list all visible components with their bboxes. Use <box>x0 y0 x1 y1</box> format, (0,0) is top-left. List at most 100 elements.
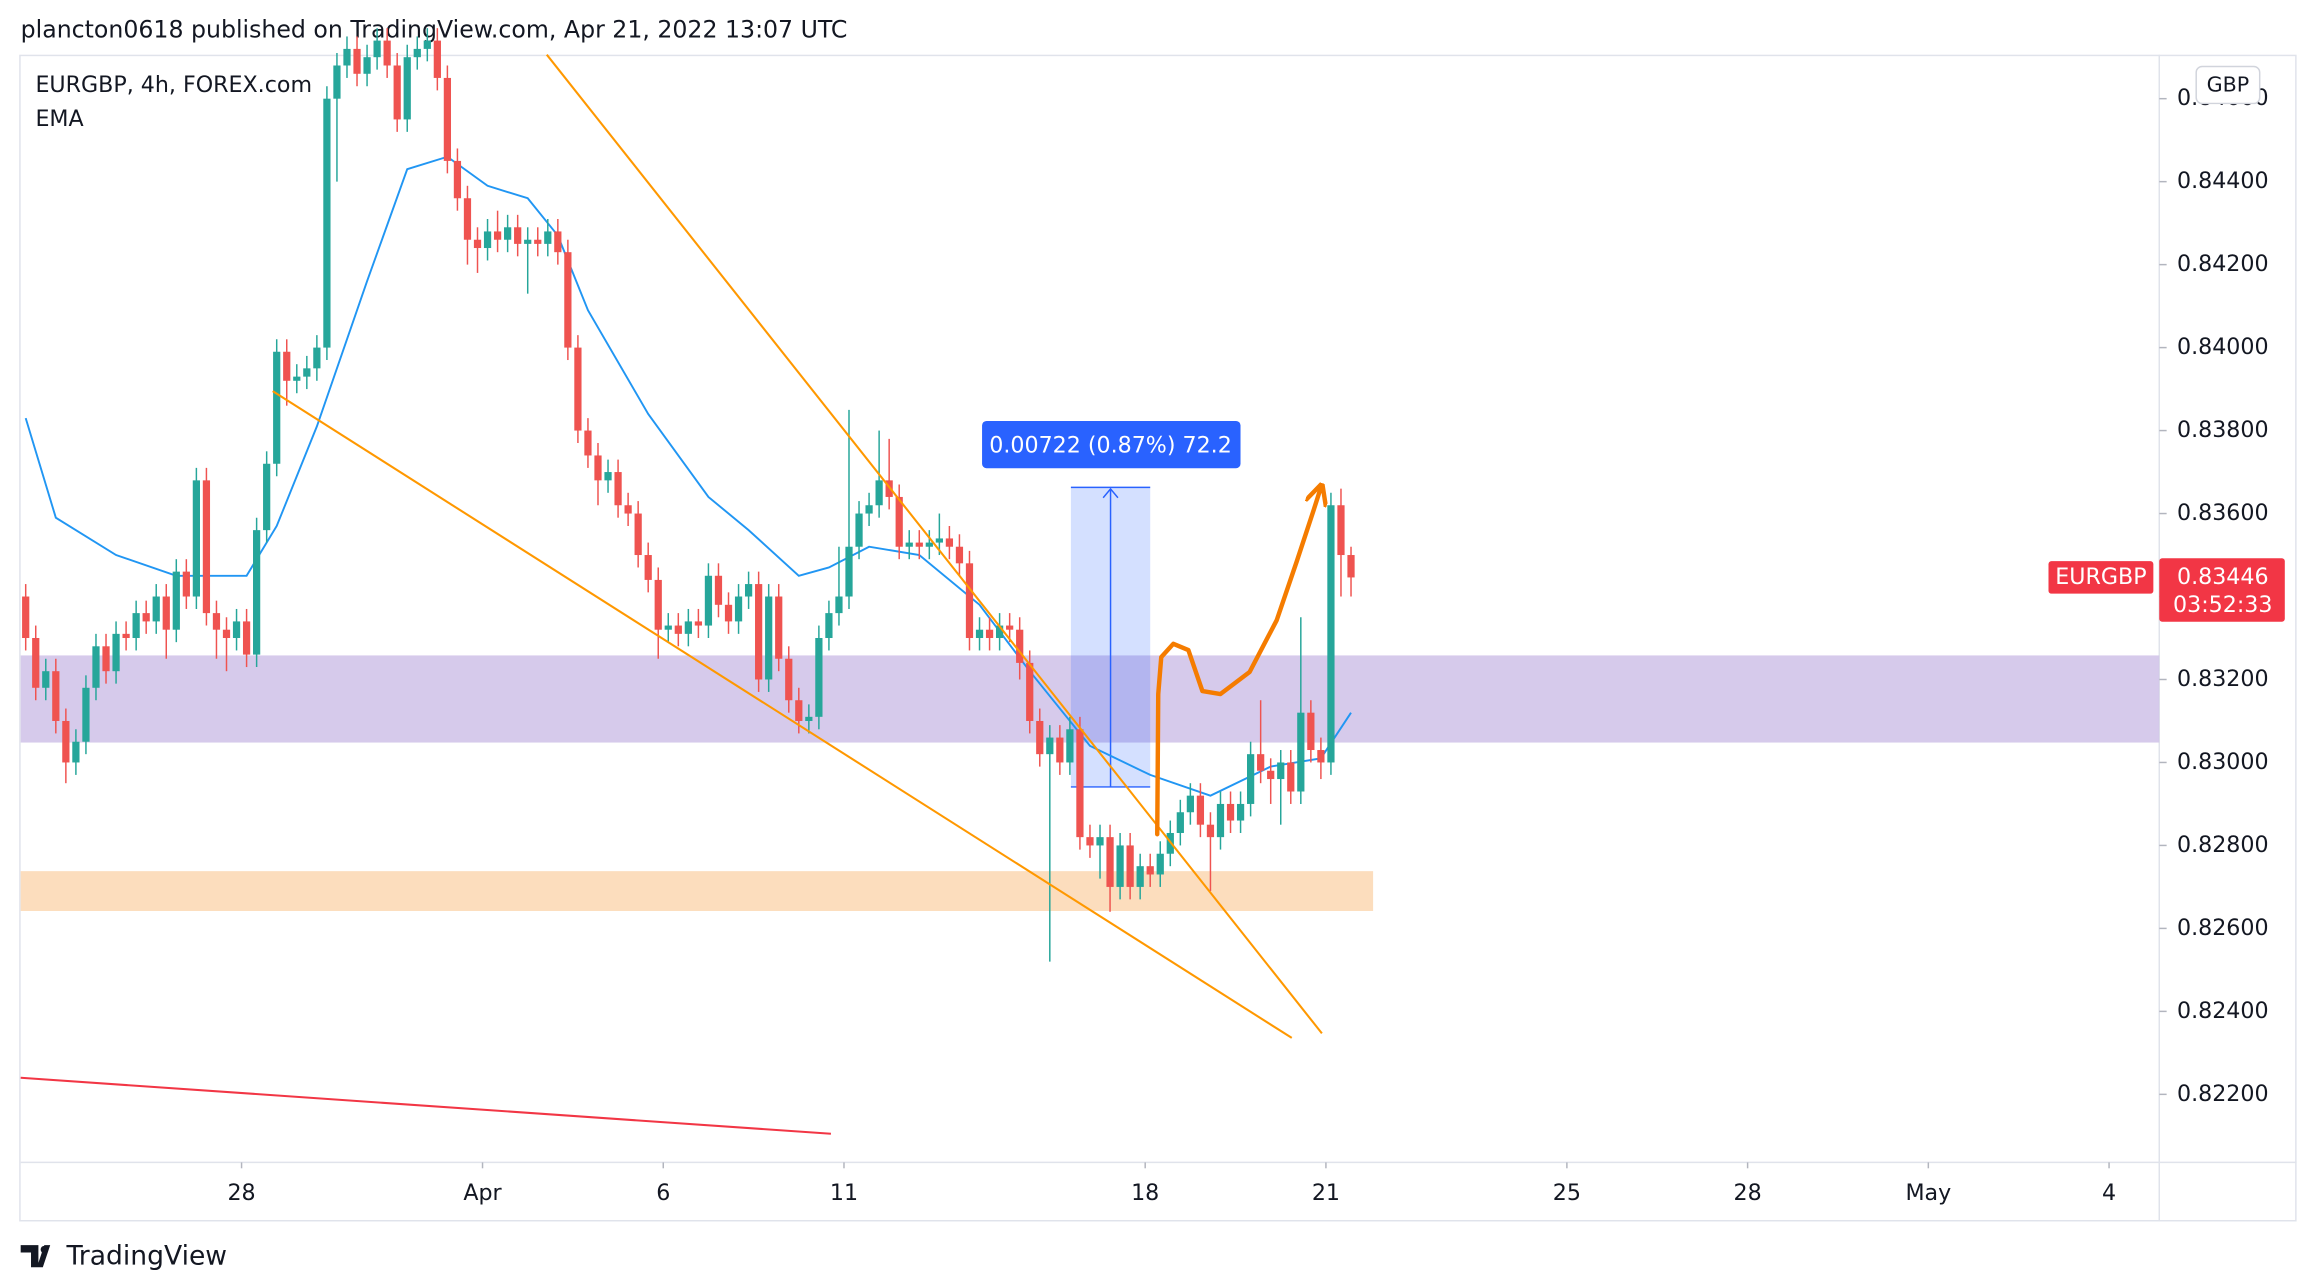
candle-body <box>1106 837 1114 887</box>
candle-body <box>734 596 743 622</box>
candle-body <box>1156 853 1164 875</box>
candle-body <box>1116 845 1124 887</box>
currency-box <box>2195 65 2261 105</box>
candle-body <box>1267 770 1275 780</box>
candle-body <box>835 596 843 614</box>
candle-body <box>1036 720 1044 755</box>
candle-body <box>1086 837 1094 846</box>
candle-body <box>463 198 472 240</box>
candle-body <box>343 48 351 66</box>
candle-body <box>855 513 863 547</box>
price-tag <box>2159 558 2285 622</box>
candle-body <box>785 658 793 701</box>
candle-body <box>1046 737 1054 755</box>
candle-body <box>32 638 40 688</box>
candle-body <box>1056 737 1064 763</box>
candle-body <box>795 700 803 721</box>
candle-body <box>985 629 994 639</box>
candle-body <box>273 351 281 464</box>
y-tick-label: 0.82800 <box>2177 832 2269 858</box>
candle-body <box>42 671 50 688</box>
candle-body <box>945 538 954 547</box>
x-tick-label: May <box>1905 1180 1951 1206</box>
candle-body <box>1136 866 1144 887</box>
candle-body <box>755 584 763 680</box>
candle-body <box>1246 754 1255 804</box>
currency: GBP <box>2207 73 2250 97</box>
measure-arrow <box>1102 487 1119 787</box>
candle-body <box>333 65 341 99</box>
candle-body <box>1186 795 1194 813</box>
candle-body <box>744 584 753 597</box>
x-tick-label: 28 <box>1734 1180 1762 1206</box>
indicator-label: EMA <box>35 106 83 132</box>
candle-body <box>664 625 672 630</box>
candle-body <box>443 77 452 161</box>
candle-body <box>142 613 150 622</box>
y-tick-label: 0.83600 <box>2177 500 2269 526</box>
candle-body <box>1146 866 1154 875</box>
symbol-tag <box>2048 561 2154 594</box>
candle-body <box>1206 824 1215 838</box>
candle-body <box>363 57 371 74</box>
measure-label-box <box>982 420 1241 469</box>
candle-body <box>524 239 532 244</box>
candle-body <box>222 629 231 639</box>
measure-label: 0.00722 (0.87%) 72.2 <box>989 433 1232 459</box>
candle-body <box>1307 712 1315 751</box>
candle-body <box>82 687 90 742</box>
candle-body <box>483 231 492 249</box>
candle-body <box>1277 762 1285 780</box>
trendline <box>20 1076 832 1135</box>
candle-body <box>1287 762 1295 792</box>
countdown: 03:52:33 <box>2173 592 2272 618</box>
candle-body <box>152 596 160 622</box>
y-tick-label: 0.84400 <box>2177 168 2269 194</box>
y-tick-label: 0.84000 <box>2177 334 2269 360</box>
candle-body <box>353 48 361 74</box>
candle-body <box>604 472 612 481</box>
candle-body <box>704 575 713 626</box>
candle-body <box>263 463 271 531</box>
candle-body <box>423 40 431 49</box>
candle-body <box>102 646 110 672</box>
candle-body <box>473 239 482 249</box>
candle-body <box>253 530 261 655</box>
y-tick-label: 0.82200 <box>2177 1081 2269 1107</box>
symbol-title: EURGBP, 4h, FOREX.com <box>35 72 312 98</box>
candle-body <box>624 505 632 514</box>
candle-body <box>935 538 943 543</box>
candle-body <box>212 613 221 630</box>
candle-body <box>654 579 662 630</box>
x-tick-label: 18 <box>1131 1180 1159 1206</box>
candle-body <box>564 252 572 348</box>
candle-body <box>92 646 100 688</box>
candle-body <box>644 555 652 580</box>
candle-body <box>373 40 381 58</box>
candle-body <box>694 621 703 626</box>
candle-body <box>182 571 190 597</box>
candle-body <box>303 368 311 377</box>
candle-body <box>52 671 60 721</box>
byline: plancton0618 published on TradingView.co… <box>21 16 848 44</box>
brand: TradingView <box>65 1240 227 1271</box>
price-tag-label: 0.83446 <box>2177 564 2269 590</box>
candle-body <box>62 720 70 763</box>
y-tick-label: 0.83200 <box>2177 666 2269 692</box>
x-tick-label: 25 <box>1553 1180 1581 1206</box>
candle-body <box>1317 750 1325 763</box>
candle-body <box>805 716 813 721</box>
candle-body <box>1327 505 1335 763</box>
candle-body <box>1257 754 1265 771</box>
candle-body <box>293 376 301 381</box>
candle-body <box>453 160 462 199</box>
candle-body <box>72 741 80 763</box>
candle-body <box>534 239 542 244</box>
symbol-tag-label: EURGBP <box>2055 564 2146 590</box>
x-tick-label: 28 <box>227 1180 255 1206</box>
candle-body <box>1016 629 1024 663</box>
candle-body <box>714 575 723 605</box>
candle-body <box>162 596 170 630</box>
ema-line <box>24 155 1352 797</box>
